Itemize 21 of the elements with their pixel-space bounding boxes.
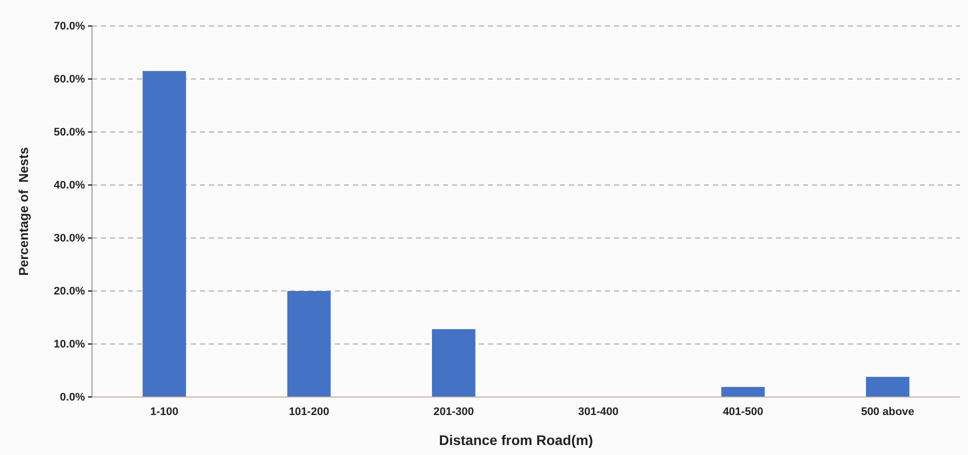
bar	[432, 329, 476, 397]
x-tick-label: 401-500	[722, 406, 764, 418]
x-tick-label: 500 above	[861, 406, 914, 418]
x-axis-title: Distance from Road(m)	[438, 432, 594, 448]
y-axis-title: Percentage of Nests	[16, 147, 31, 276]
x-tick-label: 301-400	[578, 406, 619, 418]
x-tick-label: 1-100	[150, 406, 178, 418]
bar	[142, 71, 186, 397]
x-tick-label: 201-300	[433, 406, 474, 418]
y-tick-label: 30.0%	[54, 232, 86, 245]
y-tick-label: 10.0%	[54, 338, 86, 351]
y-tick-label: 70.0%	[54, 20, 86, 33]
y-tick-label: 40.0%	[54, 180, 86, 192]
y-tick-label: 0.0%	[60, 392, 86, 404]
bar	[866, 376, 910, 397]
bar	[287, 291, 331, 397]
y-tick-label: 20.0%	[54, 286, 86, 298]
y-tick-label: 50.0%	[54, 126, 86, 139]
x-tick-label: 101-200	[288, 406, 330, 418]
y-tick-label: 60.0%	[54, 74, 86, 86]
bar	[721, 386, 765, 397]
